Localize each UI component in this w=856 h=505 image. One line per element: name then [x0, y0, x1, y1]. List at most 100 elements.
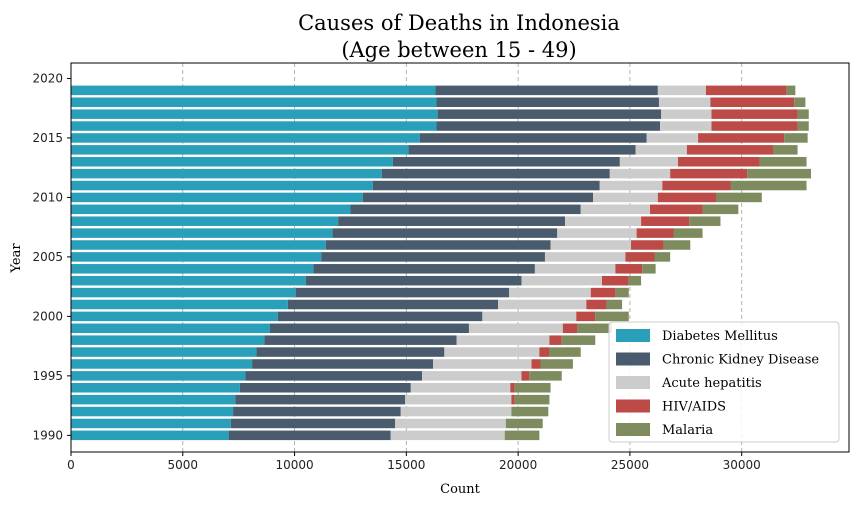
bar-segment-malaria-1994 [514, 383, 551, 393]
legend-label: Chronic Kidney Disease [662, 353, 819, 368]
bar-segment-malaria-2007 [673, 228, 703, 238]
bar-segment-chronic-kidney-disease-2002 [295, 287, 510, 298]
bar-segment-diabetes-mellitus-1992 [71, 406, 234, 417]
legend-swatch [616, 352, 650, 366]
y-tick-label: 2015 [32, 131, 63, 145]
bar-segment-diabetes-mellitus-2002 [71, 287, 296, 298]
bar-segment-malaria-2012 [747, 168, 811, 179]
bar-segment-chronic-kidney-disease-1991 [230, 418, 396, 429]
bar-segment-malaria-2017 [797, 109, 809, 119]
bar-segment-acute-hepatitis-1999 [468, 323, 563, 334]
bar-segment-diabetes-mellitus-2004 [71, 264, 314, 274]
bar-segment-malaria-1992 [511, 406, 549, 417]
bar-segment-chronic-kidney-disease-2004 [313, 264, 535, 274]
y-axis-label: Year [9, 243, 24, 274]
legend: Diabetes Mellitus Chronic Kidney Disease A… [608, 321, 840, 443]
x-tick-label: 30000 [723, 458, 761, 472]
x-tick-label: 15000 [387, 458, 425, 472]
y-tick-label: 2000 [32, 309, 63, 323]
bar-segment-acute-hepatitis-2009 [580, 204, 651, 215]
bar-segment-acute-hepatitis-1990 [390, 430, 505, 441]
bar-segment-malaria-2010 [715, 192, 762, 203]
bar-segment-acute-hepatitis-2014 [635, 145, 687, 155]
bar-segment-hiv-aids-2011 [662, 180, 731, 191]
bar-segment-chronic-kidney-disease-1990 [228, 430, 391, 441]
bar-segment-chronic-kidney-disease-2008 [338, 216, 566, 226]
bar-segment-acute-hepatitis-2003 [521, 275, 602, 286]
chart-title-line2: (Age between 15 - 49) [341, 38, 576, 62]
bar-segment-acute-hepatitis-1997 [444, 347, 540, 357]
bar-segment-hiv-aids-2009 [650, 204, 703, 215]
bar-segment-diabetes-mellitus-2016 [71, 121, 437, 131]
legend-swatch [616, 329, 650, 342]
bar-segment-diabetes-mellitus-1991 [71, 418, 231, 429]
bar-segment-hiv-aids-2013 [677, 156, 760, 167]
bar-segment-acute-hepatitis-2002 [509, 287, 591, 298]
bar-segment-malaria-1991 [505, 418, 543, 429]
bar-segment-acute-hepatitis-2010 [593, 192, 658, 203]
bar-segment-malaria-2013 [759, 156, 807, 167]
bar-segment-hiv-aids-1995 [521, 371, 530, 381]
bar-segment-diabetes-mellitus-1998 [71, 335, 265, 345]
bar-segment-malaria-1995 [529, 371, 562, 381]
bar-segment-acute-hepatitis-2004 [534, 264, 616, 274]
bar-segment-hiv-aids-2003 [601, 275, 629, 286]
bar-segment-chronic-kidney-disease-2019 [435, 85, 658, 96]
bar-segment-diabetes-mellitus-2015 [71, 133, 420, 143]
bar-segment-diabetes-mellitus-2005 [71, 252, 322, 262]
y-tick-label: 2005 [32, 250, 63, 264]
bar-segment-diabetes-mellitus-2011 [71, 180, 373, 191]
bar-segment-chronic-kidney-disease-1998 [264, 335, 457, 345]
bar-segment-chronic-kidney-disease-2018 [436, 97, 659, 108]
bar-segment-acute-hepatitis-1995 [421, 371, 522, 381]
bar-segment-hiv-aids-2018 [710, 97, 795, 108]
bar-segment-malaria-2001 [606, 299, 623, 310]
legend-box [608, 321, 840, 443]
bar-segment-hiv-aids-2001 [586, 299, 607, 310]
y-tick-label: 1990 [32, 428, 63, 442]
bar-segment-chronic-kidney-disease-2009 [350, 204, 581, 215]
legend-swatch [616, 423, 650, 436]
bar-segment-chronic-kidney-disease-1995 [245, 371, 422, 381]
bar-segment-acute-hepatitis-2005 [544, 252, 626, 262]
x-tick-label: 10000 [275, 458, 313, 472]
bar-segment-hiv-aids-1998 [549, 335, 562, 345]
bar-segment-hiv-aids-2002 [590, 287, 616, 298]
bar-segment-diabetes-mellitus-1996 [71, 359, 253, 369]
bar-segment-chronic-kidney-disease-2012 [381, 168, 610, 179]
bar-segment-chronic-kidney-disease-2017 [437, 109, 662, 119]
bar-segment-acute-hepatitis-2006 [550, 240, 632, 250]
x-tick-label: 20000 [499, 458, 537, 472]
bar-segment-malaria-1997 [549, 347, 581, 357]
bar-segment-chronic-kidney-disease-2000 [277, 311, 483, 322]
bar-segment-malaria-2016 [797, 121, 809, 131]
bar-segment-diabetes-mellitus-2018 [71, 97, 437, 108]
bar-segment-acute-hepatitis-2000 [482, 311, 577, 322]
bar-segment-hiv-aids-2008 [641, 216, 690, 226]
bar-segment-chronic-kidney-disease-1996 [252, 359, 434, 369]
bar-segment-hiv-aids-1993 [511, 394, 515, 405]
bar-segment-acute-hepatitis-1991 [395, 418, 506, 429]
legend-swatch [616, 376, 650, 389]
bar-segment-malaria-1993 [514, 394, 550, 405]
y-tick-label: 1995 [32, 369, 63, 383]
bar-segment-acute-hepatitis-1992 [400, 406, 512, 417]
bar-segment-hiv-aids-1994 [510, 383, 515, 393]
bar-segment-acute-hepatitis-2016 [660, 121, 712, 131]
bar-segment-malaria-1999 [577, 323, 613, 334]
bar-segment-malaria-2015 [784, 133, 808, 143]
bar-segment-acute-hepatitis-2011 [599, 180, 663, 191]
plot-frame [70, 62, 850, 453]
bar-segment-malaria-2006 [663, 240, 691, 250]
bar-segment-hiv-aids-2016 [711, 121, 798, 131]
bar-segment-chronic-kidney-disease-1993 [235, 394, 406, 405]
bar-segment-chronic-kidney-disease-2003 [305, 275, 522, 286]
bar-segment-malaria-1998 [561, 335, 596, 345]
bar-segment-diabetes-mellitus-2010 [71, 192, 363, 203]
bar-segment-chronic-kidney-disease-2014 [408, 145, 636, 155]
bar-segment-chronic-kidney-disease-2005 [321, 252, 545, 262]
bar-segment-chronic-kidney-disease-2015 [419, 133, 647, 143]
bar-segment-diabetes-mellitus-2017 [71, 109, 438, 119]
bar-segment-diabetes-mellitus-2008 [71, 216, 339, 226]
